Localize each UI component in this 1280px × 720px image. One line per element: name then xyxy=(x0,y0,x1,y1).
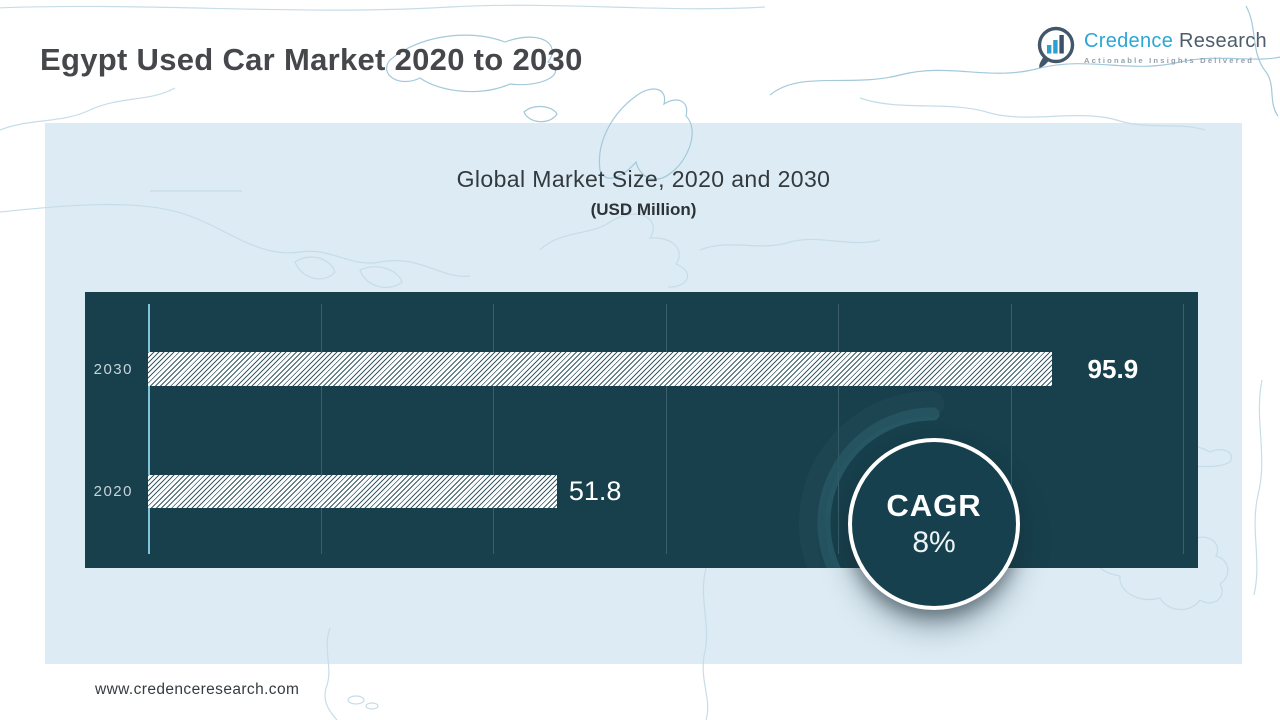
bar-2020 xyxy=(148,475,557,508)
value-label-2030: 95.9 xyxy=(1087,353,1139,384)
bar-row-2030: 2030 95.9 xyxy=(85,352,1138,386)
axis-line xyxy=(148,304,150,554)
value-label-2020: 51.8 xyxy=(568,476,622,506)
grid-line xyxy=(665,304,667,554)
cagr-badge: CAGR 8% xyxy=(848,438,1020,610)
grid-line xyxy=(1010,304,1012,554)
grid-line xyxy=(493,304,494,554)
chart-subtitle: (USD Million) xyxy=(590,200,697,219)
bar-chart-logo-icon xyxy=(1037,26,1075,68)
brand-name-primary: Credence xyxy=(1084,30,1174,52)
category-label-2030: 2030 xyxy=(93,360,133,378)
grid-line xyxy=(1183,304,1184,554)
website-url: www.credenceresearch.com xyxy=(95,681,300,698)
category-label-2020: 2020 xyxy=(93,483,133,500)
cagr-label: CAGR xyxy=(886,488,982,524)
swirl-decoration xyxy=(799,391,944,568)
brand-logo: Credence Research Actionable Insights De… xyxy=(1034,24,1267,70)
grid-line xyxy=(838,304,839,554)
brand-name: Credence Research xyxy=(1084,30,1267,53)
chart-panel: 2030 95.9 2020 51.8 xyxy=(85,292,1198,568)
brand-tagline: Actionable Insights Delivered xyxy=(1084,56,1255,65)
bar-2030 xyxy=(148,352,1052,386)
chart-title: Global Market Size, 2020 and 2030 xyxy=(456,166,831,192)
bar-row-2020: 2020 51.8 xyxy=(85,475,621,508)
grid-line xyxy=(320,304,322,554)
page-title: Egypt Used Car Market 2020 to 2030 xyxy=(40,42,583,77)
cagr-value: 8% xyxy=(912,525,956,559)
brand-name-secondary: Research xyxy=(1178,30,1267,52)
